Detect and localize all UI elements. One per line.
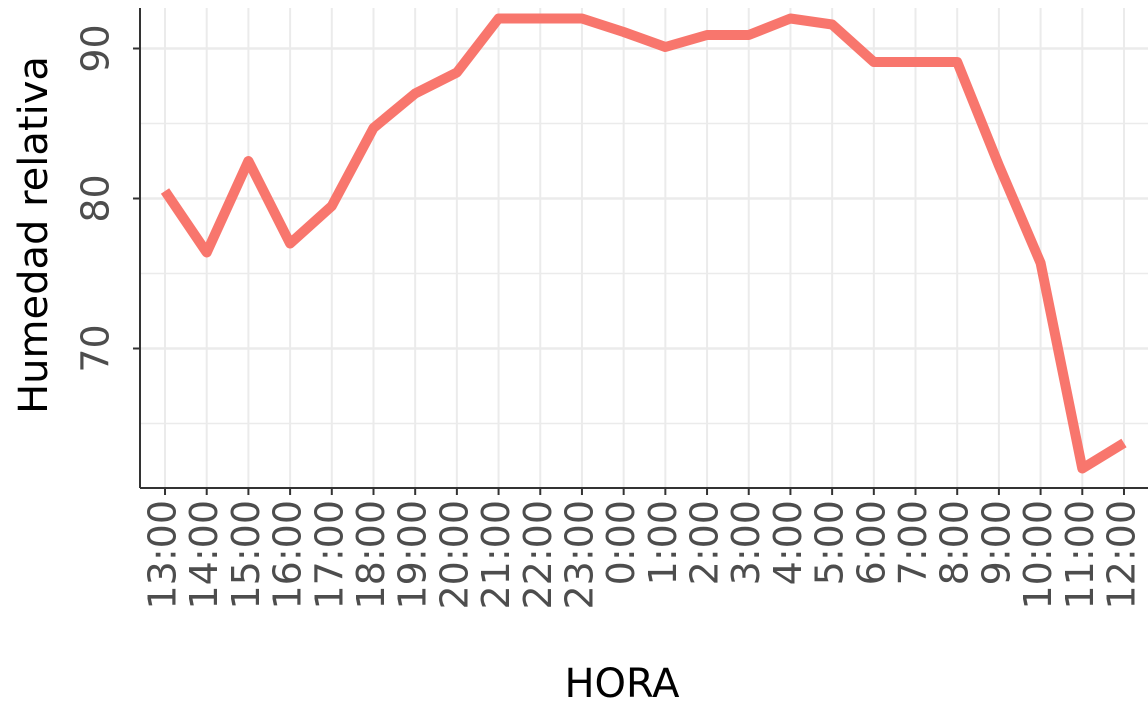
x-tick-label: 1:00 [641, 500, 685, 585]
x-tick-label: 11:00 [1058, 500, 1102, 610]
y-tick-label: 70 [74, 324, 118, 372]
x-tick-label: 22:00 [516, 500, 560, 610]
y-tick-label: 90 [74, 24, 118, 72]
y-axis-title: Humedad relativa [11, 56, 57, 414]
x-tick-label: 5:00 [808, 500, 852, 585]
x-tick-label: 9:00 [974, 500, 1018, 585]
x-tick-label: 8:00 [933, 500, 977, 585]
y-tick-label: 80 [74, 174, 118, 222]
x-tick-label: 15:00 [224, 500, 268, 610]
x-tick-label: 0:00 [599, 500, 643, 585]
x-tick-label: 4:00 [766, 500, 810, 585]
x-tick-label: 16:00 [266, 500, 310, 610]
x-tick-label: 17:00 [307, 500, 351, 610]
data-line [160, 13, 1127, 474]
x-tick-label: 23:00 [557, 500, 601, 610]
x-axis-title: HORA [564, 661, 680, 706]
x-tick-label: 3:00 [724, 500, 768, 585]
x-tick-label: 6:00 [849, 500, 893, 585]
x-tick-label: 20:00 [432, 500, 476, 610]
x-tick-label: 2:00 [683, 500, 727, 585]
x-tick-label: 10:00 [1016, 500, 1060, 610]
x-tick-label: 7:00 [891, 500, 935, 585]
x-tick-label: 12:00 [1099, 500, 1143, 610]
x-tick-label: 13:00 [141, 500, 185, 610]
x-tick-label: 18:00 [349, 500, 393, 610]
x-tick-label: 14:00 [182, 500, 226, 610]
x-tick-label: 21:00 [474, 500, 518, 610]
x-tick-label: 19:00 [391, 500, 435, 610]
